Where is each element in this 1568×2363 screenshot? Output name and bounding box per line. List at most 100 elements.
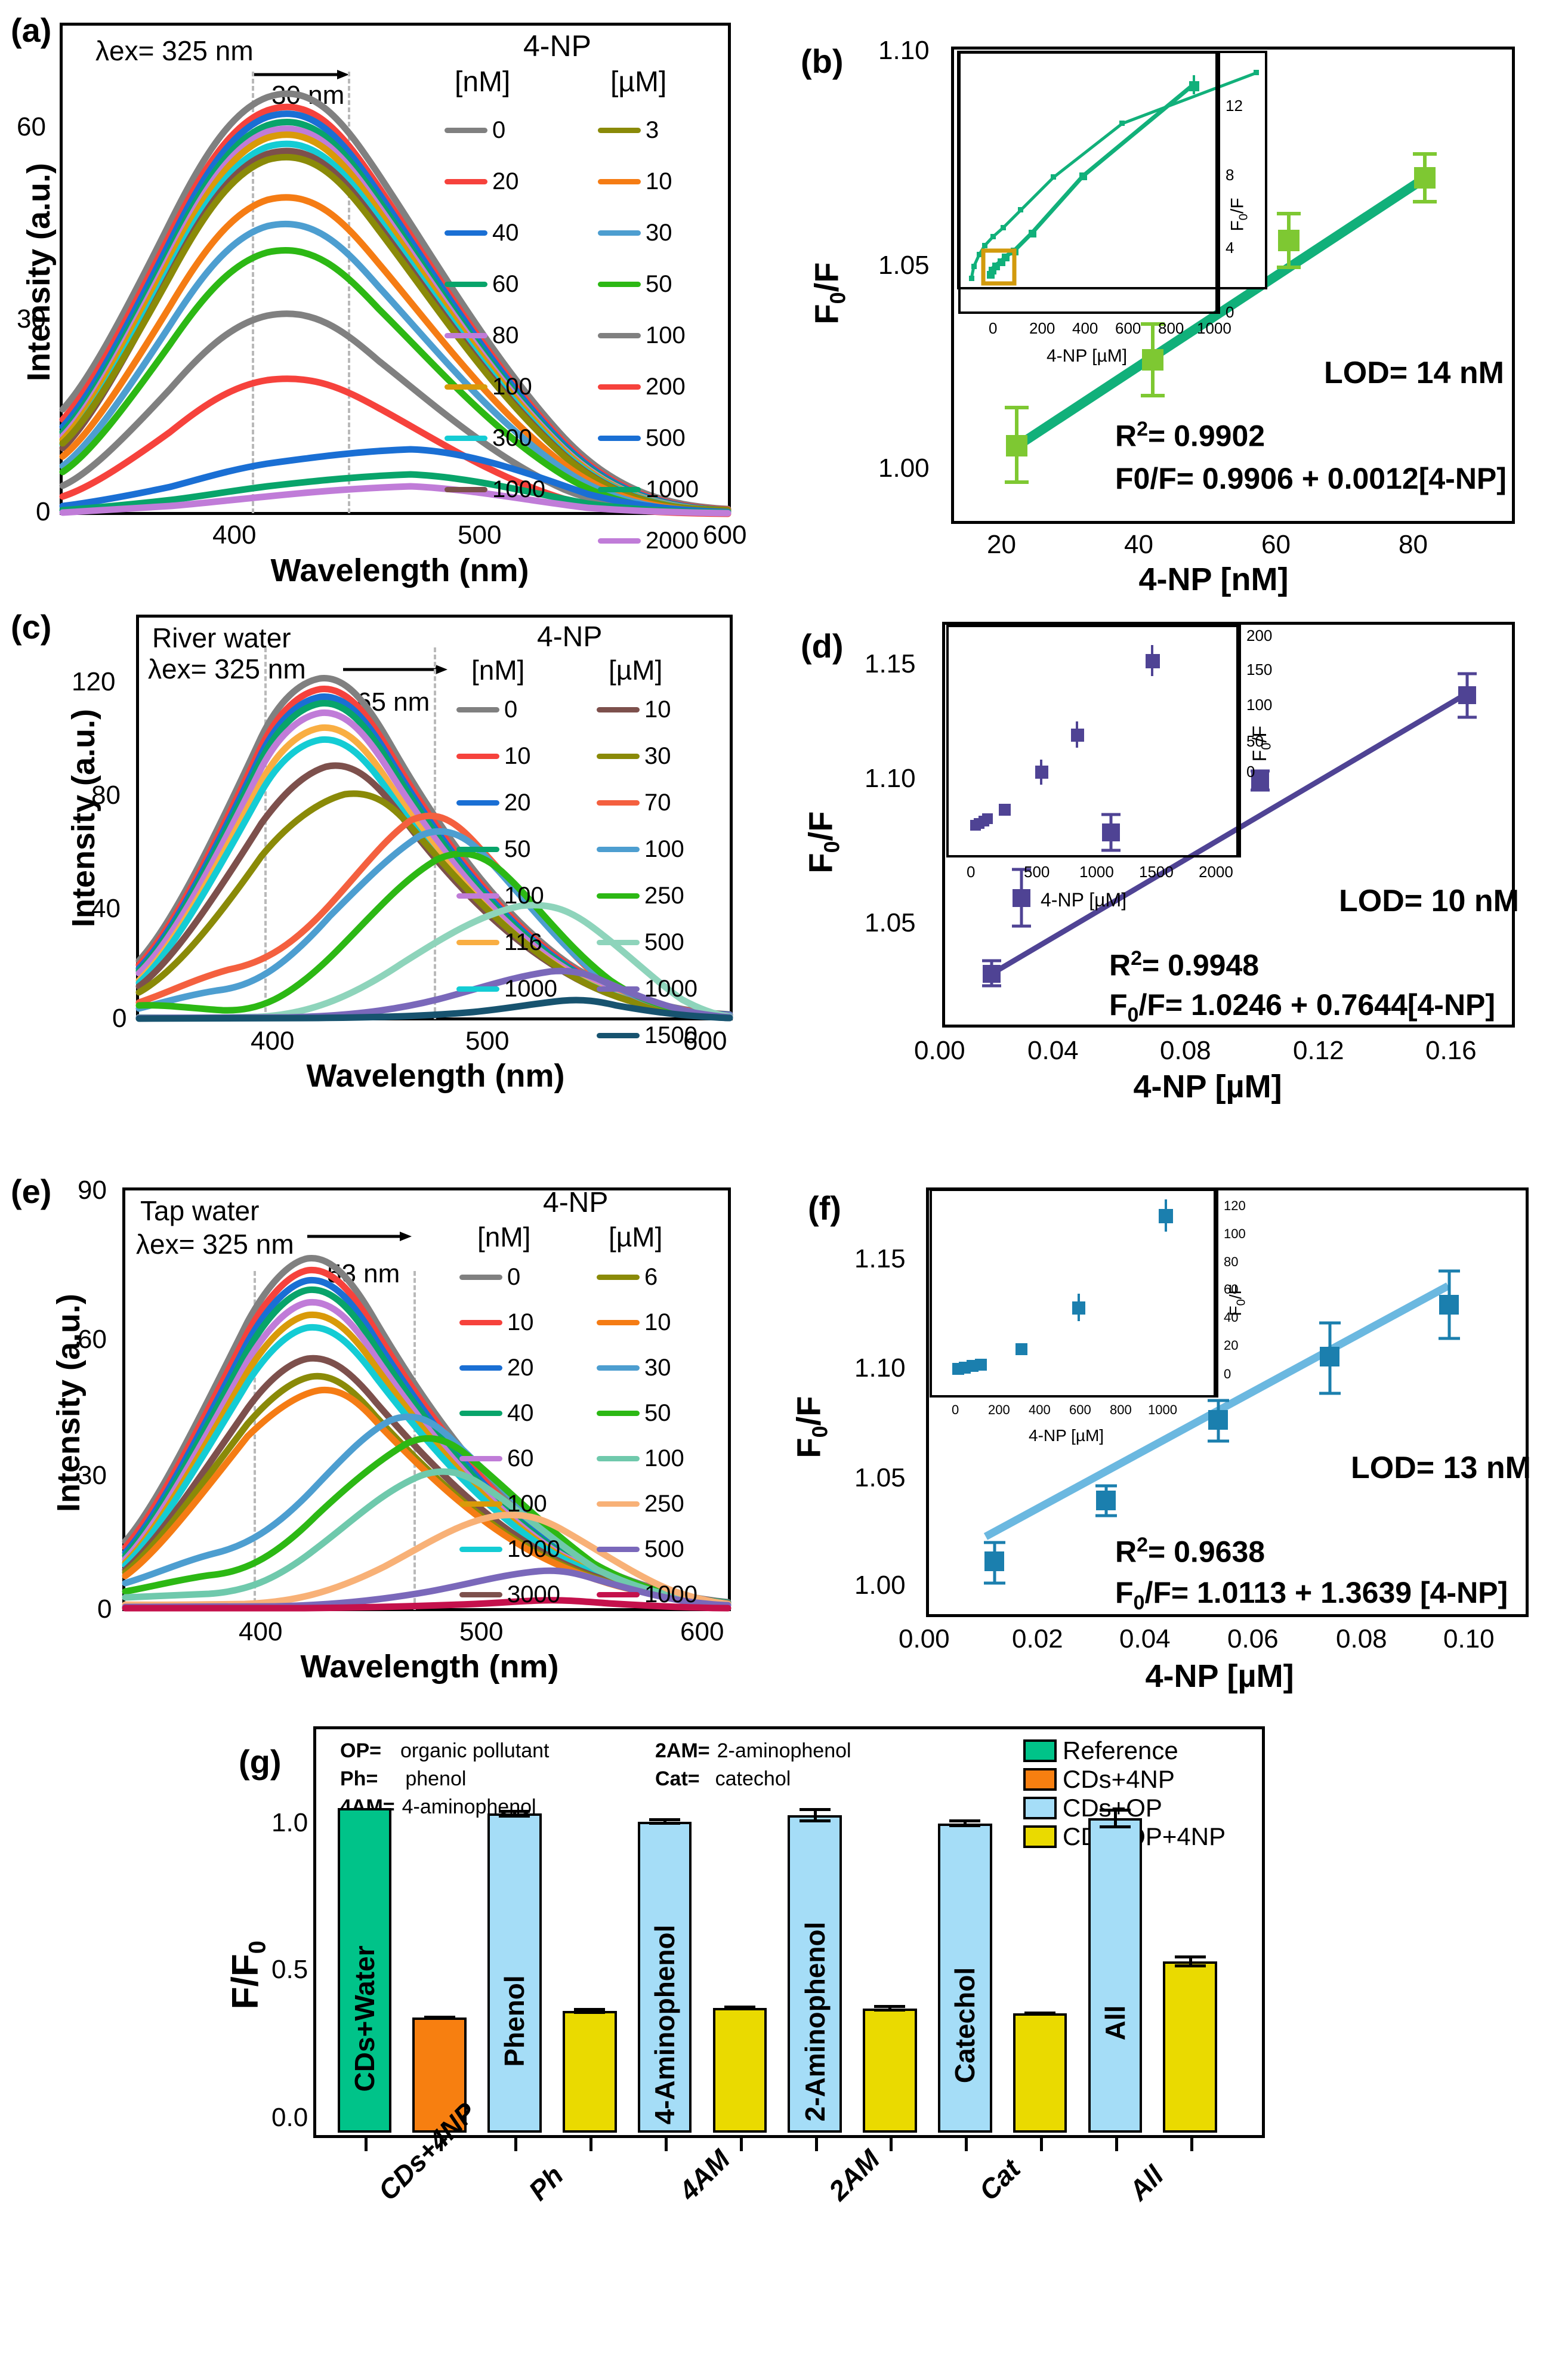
panel-f-inset-xaxis-title: 4-NP [µM] xyxy=(1029,1426,1104,1445)
panel-a-um-legend-item[interactable]: 3 xyxy=(598,104,699,156)
panel-e-um-legend-item[interactable]: 30 xyxy=(597,1345,697,1390)
panel-e-peak-line-1 xyxy=(254,1271,256,1610)
panel-c-nm-legend-item[interactable]: 10 xyxy=(456,733,557,779)
panel-d-inset-xtick-2000: 2000 xyxy=(1199,863,1233,881)
panel-f-inset-xtick-1000: 1000 xyxy=(1148,1402,1177,1417)
panel-g-bar[interactable] xyxy=(412,2017,467,2133)
panel-f-xaxis-title: 4-NP [µM] xyxy=(1145,1658,1294,1694)
panel-b: (b) 1.00 1.05 1.10 20 40 60 80 4-NP [nM]… xyxy=(784,0,1568,597)
panel-g-legend-item[interactable]: CDs+OP xyxy=(1023,1794,1226,1822)
panel-e-xaxis-title: Wavelength (nm) xyxy=(300,1649,559,1685)
panel-b-inset-yaxis-title: F0/F xyxy=(1227,198,1251,232)
panel-g-bar[interactable] xyxy=(863,2008,917,2133)
legend-item-label: 100 xyxy=(644,836,684,862)
panel-f-xtick-006: 0.06 xyxy=(1227,1624,1279,1654)
panel-c-um-legend-item[interactable]: 250 xyxy=(597,872,697,919)
panel-e-um-legend-item[interactable]: 100 xyxy=(597,1436,697,1481)
panel-a-nm-legend-item[interactable]: 40 xyxy=(445,207,545,258)
panel-c-um-legend-item[interactable]: 10 xyxy=(597,686,697,733)
panel-c-nm-legend-item[interactable]: 0 xyxy=(456,686,557,733)
panel-c-um-legend-item[interactable]: 500 xyxy=(597,919,697,965)
panel-e-um-legend-item[interactable]: 6 xyxy=(597,1254,697,1300)
panel-a-nm-legend-item[interactable]: 1000 xyxy=(445,464,545,515)
panel-g-bar[interactable] xyxy=(788,1815,842,2133)
panel-c-um-legend-item[interactable]: 70 xyxy=(597,779,697,826)
legend-item-label: 20 xyxy=(504,789,531,816)
panel-e-nm-legend-item[interactable]: 20 xyxy=(459,1345,560,1390)
panel-a-nm-legend-item[interactable]: 300 xyxy=(445,412,545,464)
legend-color-swatch xyxy=(597,846,640,852)
panel-e-um-legend-item[interactable]: 500 xyxy=(597,1526,697,1572)
panel-c-nm-legend-item[interactable]: 20 xyxy=(456,779,557,826)
legend-item-label: 100 xyxy=(507,1491,547,1517)
panel-a-um-legend-item[interactable]: 1000 xyxy=(598,464,699,515)
panel-a-nm-legend-item[interactable]: 100 xyxy=(445,361,545,412)
panel-e-um-legend-item[interactable]: 10 xyxy=(597,1300,697,1345)
panel-a-um-legend-item[interactable]: 200 xyxy=(598,361,699,412)
panel-c-nm-legend-item[interactable]: 50 xyxy=(456,826,557,872)
panel-a-nm-legend-item[interactable]: 80 xyxy=(445,310,545,361)
panel-e-excitation-annotation: λex= 325 nm xyxy=(136,1229,294,1260)
panel-e-nm-legend-item[interactable]: 10 xyxy=(459,1300,560,1345)
legend-item-label: 250 xyxy=(644,1491,684,1517)
panel-a-um-legend-item[interactable]: 100 xyxy=(598,310,699,361)
panel-a-um-legend-item[interactable]: 500 xyxy=(598,412,699,464)
panel-f-inset-xtick-0: 0 xyxy=(952,1402,959,1417)
panel-a-um-legend-item[interactable]: 50 xyxy=(598,258,699,310)
panel-g-bar[interactable] xyxy=(1163,1961,1217,2133)
panel-b-xtick-60: 60 xyxy=(1261,530,1291,559)
panel-g-bar[interactable] xyxy=(337,1808,392,2133)
panel-e-nm-legend-item[interactable]: 60 xyxy=(459,1436,560,1481)
legend-color-swatch xyxy=(598,281,641,287)
legend-color-swatch xyxy=(456,800,499,806)
panel-a-nm-legend-item[interactable]: 60 xyxy=(445,258,545,310)
panel-e-ytick-90: 90 xyxy=(78,1176,107,1205)
panel-g-bar[interactable] xyxy=(937,1823,992,2133)
panel-b-inset-ytick-4: 4 xyxy=(1226,239,1234,257)
panel-g-bar[interactable] xyxy=(487,1813,542,2133)
legend-color-swatch xyxy=(598,178,641,184)
panel-f-inset-ytick-0: 0 xyxy=(1224,1366,1231,1381)
panel-a-nm-legend-item[interactable]: 20 xyxy=(445,156,545,207)
panel-e-ytick-30: 30 xyxy=(78,1461,107,1490)
panel-e-nm-legend-item[interactable]: 40 xyxy=(459,1390,560,1436)
panel-d-r2-value: 0.9948 xyxy=(1168,948,1260,982)
panel-c-nm-legend-item[interactable]: 1000 xyxy=(456,965,557,1012)
panel-a-xaxis-title: Wavelength (nm) xyxy=(270,553,529,588)
panel-f-inset-yaxis-title: F0/F xyxy=(1226,1284,1248,1316)
panel-g-bar[interactable] xyxy=(712,2007,767,2133)
panel-g-bar[interactable] xyxy=(1088,1818,1143,2133)
panel-c-legend-nm-column: 0 10 20 50 100 116 1000 xyxy=(456,686,557,1012)
panel-e-nm-legend-item[interactable]: 3000 xyxy=(459,1572,560,1617)
panel-f-inset-data xyxy=(952,1199,1173,1375)
panel-e-nm-legend-item[interactable]: 0 xyxy=(459,1254,560,1300)
panel-g-xtick-label: 2AM xyxy=(822,2143,886,2207)
panel-e-nm-legend-item[interactable]: 100 xyxy=(459,1481,560,1526)
legend-color-swatch xyxy=(459,1501,502,1507)
panel-c-um-legend-item[interactable]: 100 xyxy=(597,826,697,872)
panel-c-nm-legend-item[interactable]: 100 xyxy=(456,872,557,919)
panel-a-um-legend-item[interactable]: 30 xyxy=(598,207,699,258)
panel-c-um-legend-item[interactable]: 30 xyxy=(597,733,697,779)
panel-c-um-legend-item[interactable]: 1000 xyxy=(597,965,697,1012)
panel-c-nm-legend-item[interactable]: 116 xyxy=(456,919,557,965)
panel-g-legend-label: CDs+OP xyxy=(1063,1794,1162,1822)
panel-e-legend-um-column: 6 10 30 50 100 250 500 1000 xyxy=(597,1254,697,1617)
panel-e-nm-legend-item[interactable]: 1000 xyxy=(459,1526,560,1572)
panel-g-bar[interactable] xyxy=(1013,2013,1067,2133)
panel-g-legend-item[interactable]: CDs+4NP xyxy=(1023,1765,1226,1794)
panel-g-bar[interactable] xyxy=(637,1821,692,2133)
panel-e-um-legend-item[interactable]: 250 xyxy=(597,1481,697,1526)
panel-e-ytick-60: 60 xyxy=(78,1325,107,1354)
panel-g-legend-item[interactable]: Reference xyxy=(1023,1736,1226,1765)
panel-e-um-legend-item[interactable]: 50 xyxy=(597,1390,697,1436)
legend-item-label: 20 xyxy=(492,168,519,195)
legend-item-label: 116 xyxy=(504,929,542,955)
panel-a-um-legend-item[interactable]: 2000 xyxy=(598,515,699,566)
panel-a-nm-legend-item[interactable]: 0 xyxy=(445,104,545,156)
panel-e-um-legend-item[interactable]: 1000 xyxy=(597,1572,697,1617)
panel-a-um-legend-item[interactable]: 10 xyxy=(598,156,699,207)
panel-a-ytick-60: 60 xyxy=(17,112,46,141)
panel-g-bar[interactable] xyxy=(562,2011,617,2133)
panel-c-um-legend-item[interactable]: 1500 xyxy=(597,1012,697,1059)
